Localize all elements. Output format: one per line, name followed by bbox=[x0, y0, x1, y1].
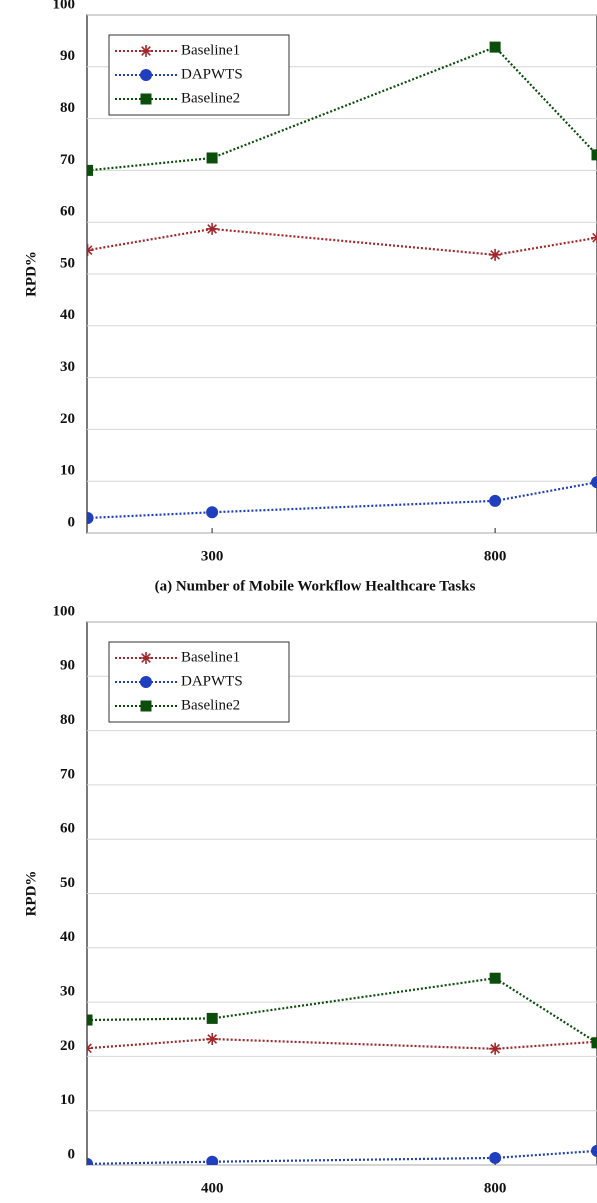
y-tick-label: 50 bbox=[60, 875, 75, 891]
marker bbox=[489, 1151, 502, 1164]
y-tick-label: 90 bbox=[60, 658, 75, 674]
x-tick-label: 300 bbox=[201, 548, 224, 564]
y-tick-label: 70 bbox=[60, 152, 75, 168]
marker bbox=[489, 41, 501, 53]
y-tick-label: 80 bbox=[60, 712, 75, 728]
x-tick-label: 800 bbox=[484, 548, 507, 564]
marker bbox=[140, 45, 152, 57]
y-tick-label: 30 bbox=[60, 984, 75, 1000]
marker bbox=[206, 222, 219, 235]
legend-label: Baseline1 bbox=[181, 649, 240, 665]
y-tick-label: 50 bbox=[60, 255, 75, 271]
marker bbox=[140, 676, 152, 688]
marker bbox=[87, 1157, 93, 1165]
y-tick-label: 60 bbox=[60, 821, 75, 837]
y-tick-label: 100 bbox=[53, 603, 76, 619]
plot-series bbox=[87, 41, 597, 524]
series-line bbox=[87, 45, 597, 172]
legend-label: Baseline1 bbox=[181, 42, 240, 58]
y-tick-label: 0 bbox=[68, 514, 76, 530]
y-axis-label: RPD% bbox=[23, 871, 39, 917]
marker bbox=[591, 1144, 597, 1157]
marker bbox=[206, 1012, 218, 1024]
marker bbox=[489, 1042, 502, 1055]
marker bbox=[591, 1037, 597, 1049]
y-tick-label: 10 bbox=[60, 463, 75, 479]
y-tick-label: 10 bbox=[60, 1092, 75, 1108]
y-tick-label: 20 bbox=[60, 1038, 75, 1054]
marker bbox=[140, 69, 152, 81]
y-tick-label: 40 bbox=[60, 307, 75, 323]
y-tick-label: 90 bbox=[60, 48, 75, 64]
marker bbox=[206, 1033, 219, 1046]
marker bbox=[489, 494, 502, 507]
y-tick-label: 80 bbox=[60, 100, 75, 116]
y-tick-label: 70 bbox=[60, 766, 75, 782]
series-line bbox=[87, 977, 597, 1044]
marker bbox=[87, 164, 94, 176]
legend: Baseline1 DAPWTS Baseline2 bbox=[108, 641, 290, 723]
legend: Baseline1 DAPWTS Baseline2 bbox=[108, 34, 290, 116]
x-tick-label: 400 bbox=[201, 1180, 224, 1196]
x-tick-label: 800 bbox=[484, 1180, 507, 1196]
y-tick-label: 20 bbox=[60, 411, 75, 427]
x-axis-label: (a) Number of Mobile Workflow Healthcare… bbox=[155, 578, 476, 594]
y-tick-label: 30 bbox=[60, 359, 75, 375]
marker bbox=[489, 248, 502, 261]
y-axis-label: RPD% bbox=[23, 251, 39, 297]
marker bbox=[206, 152, 218, 164]
y-tick-label: 100 bbox=[53, 0, 76, 12]
marker bbox=[87, 244, 94, 257]
marker bbox=[87, 1042, 93, 1055]
marker bbox=[591, 149, 597, 161]
y-tick-label: 40 bbox=[60, 929, 75, 945]
legend-label: DAPWTS bbox=[181, 673, 243, 689]
marker bbox=[87, 1014, 93, 1026]
marker bbox=[140, 700, 152, 712]
y-tick-label: 0 bbox=[68, 1146, 76, 1162]
y-tick-label: 60 bbox=[60, 204, 75, 220]
marker bbox=[140, 93, 152, 105]
marker bbox=[140, 652, 152, 664]
series-line bbox=[87, 227, 597, 256]
plot-series bbox=[87, 972, 597, 1165]
legend-label: DAPWTS bbox=[181, 66, 243, 82]
legend-label: Baseline2 bbox=[181, 697, 240, 713]
marker bbox=[87, 511, 94, 524]
marker bbox=[591, 476, 597, 489]
marker bbox=[206, 506, 219, 519]
legend-label: Baseline2 bbox=[181, 90, 240, 106]
marker bbox=[206, 1155, 219, 1165]
marker bbox=[489, 972, 501, 984]
